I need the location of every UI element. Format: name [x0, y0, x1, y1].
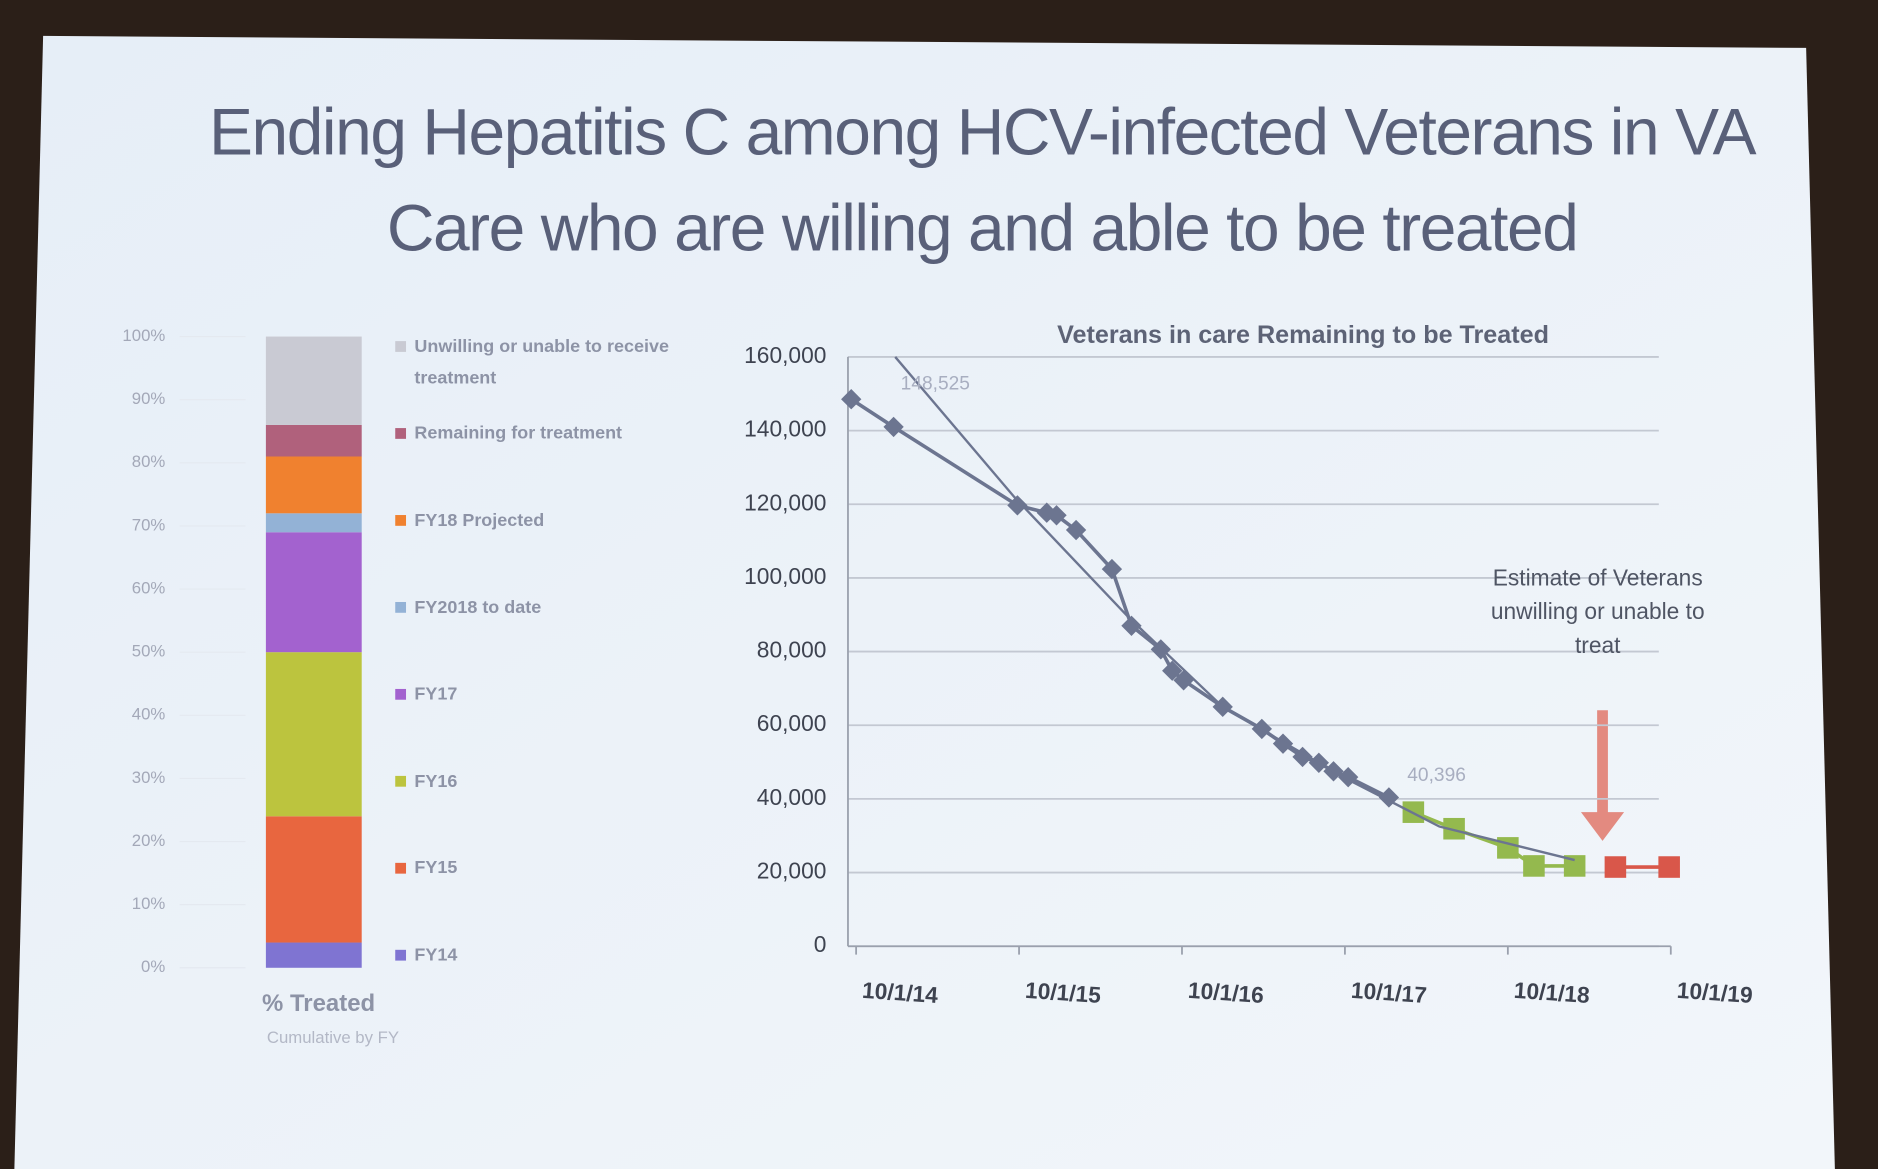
- marker: [841, 389, 862, 410]
- legend-label: FY2018 to date: [414, 597, 542, 618]
- x-tick-label: 10/1/14: [861, 977, 939, 1008]
- x-tick-label: 10/1/17: [1350, 977, 1428, 1008]
- y-tick-label: 100%: [122, 326, 165, 345]
- arrow-head: [1580, 812, 1625, 841]
- legend-label: FY15: [414, 858, 458, 879]
- legend-label: FY17: [414, 684, 458, 705]
- legend-label: Unwilling or unable to receive treatment: [414, 336, 669, 388]
- y-tick-label: 160,000: [744, 342, 826, 368]
- legend-swatch: [395, 862, 407, 874]
- annotation: 40,396: [1407, 765, 1466, 786]
- x-tick-label: 10/1/18: [1513, 977, 1591, 1008]
- bar-segment: [265, 456, 362, 514]
- y-tick-label: 120,000: [744, 489, 826, 515]
- annotation: 148,525: [901, 374, 970, 395]
- x-tick-label: 10/1/15: [1024, 977, 1102, 1008]
- annotation: Estimate of Veterans unwilling or unable…: [1490, 566, 1705, 659]
- marker: [1443, 817, 1465, 840]
- bar-segment: [265, 336, 362, 425]
- marker: [1065, 519, 1087, 541]
- y-tick-label: 140,000: [744, 416, 826, 442]
- y-tick-label: 80,000: [757, 637, 827, 663]
- legend-label: FY18 Projected: [414, 510, 545, 531]
- y-tick-label: 40,000: [757, 784, 827, 810]
- y-tick-label: 30%: [132, 768, 166, 787]
- bar-segment: [265, 816, 362, 943]
- legend-swatch: [395, 515, 407, 526]
- legend-swatch: [395, 428, 407, 439]
- y-tick-label: 60,000: [757, 710, 827, 736]
- legend-label: Remaining for treatment: [414, 423, 623, 444]
- legend-label: FY14: [414, 945, 458, 966]
- chart-title: Veterans in care Remaining to be Treated: [1057, 321, 1549, 349]
- bar-segment: [265, 532, 362, 653]
- x-tick-label: 10/1/19: [1676, 977, 1754, 1008]
- legend-swatch: [395, 775, 407, 787]
- y-tick-label: 40%: [132, 705, 166, 724]
- bar-segment: [265, 424, 362, 457]
- marker: [1563, 855, 1586, 877]
- bar-segment: [265, 942, 362, 968]
- marker: [1523, 855, 1545, 877]
- legend-swatch: [395, 341, 407, 352]
- marker: [1497, 837, 1519, 859]
- x-tick-label: 10/1/16: [1187, 977, 1265, 1008]
- marker: [1046, 505, 1067, 526]
- legend-label: FY16: [414, 771, 458, 792]
- x-axis-label: % Treated: [262, 990, 375, 1017]
- y-tick-label: 20,000: [757, 858, 827, 884]
- y-tick-label: 0: [814, 931, 827, 957]
- marker: [1292, 746, 1313, 768]
- y-tick-label: 20%: [132, 831, 166, 850]
- legend-swatch: [395, 601, 407, 613]
- x-axis-note: Cumulative by FY: [267, 1028, 399, 1047]
- y-tick-label: 70%: [132, 515, 166, 534]
- bar-segment: [265, 513, 362, 533]
- series-line: [894, 356, 1575, 862]
- marker: [883, 416, 904, 438]
- slide-title: Ending Hepatitis C among HCV-infected Ve…: [209, 94, 1757, 265]
- legend-swatch: [395, 949, 407, 961]
- bar-segment: [265, 652, 362, 817]
- slide: [14, 35, 1835, 1169]
- y-tick-label: 10%: [132, 894, 166, 913]
- marker: [1101, 558, 1123, 580]
- y-tick-label: 80%: [132, 452, 166, 471]
- marker: [1658, 856, 1680, 878]
- y-tick-label: 50%: [132, 642, 166, 661]
- y-tick-label: 100,000: [744, 563, 826, 589]
- y-tick-label: 60%: [132, 578, 166, 597]
- legend-swatch: [395, 688, 407, 700]
- y-tick-label: 90%: [132, 389, 166, 408]
- y-tick-label: 0%: [141, 957, 165, 976]
- marker: [1604, 856, 1627, 878]
